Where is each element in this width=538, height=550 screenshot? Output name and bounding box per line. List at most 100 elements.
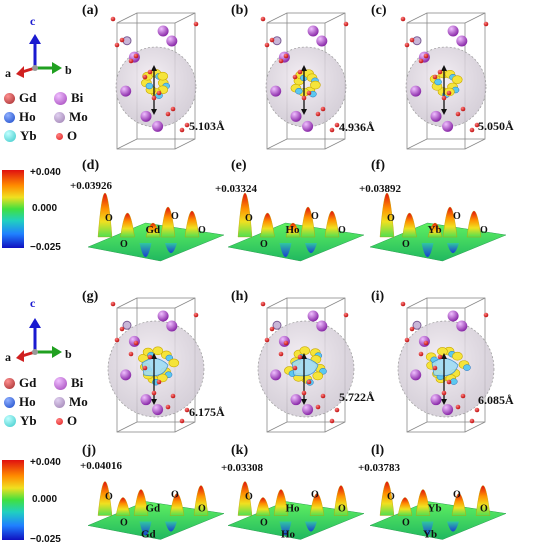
gd-atom-icon (4, 92, 15, 104)
panel-label-i: (i) (371, 289, 385, 304)
oxygen-label: O (387, 213, 395, 224)
colorbar-min: −0.025 (30, 242, 61, 253)
panel-label-a: (a) (82, 3, 99, 18)
distance-b: 4.936Å (339, 120, 375, 134)
oxygen-label: O (480, 225, 488, 236)
colorbar-max: +0.040 (30, 167, 61, 178)
oxygen-label: O (402, 518, 410, 529)
oxygen-label: O (338, 225, 346, 236)
element-label: Yb (428, 503, 442, 515)
legend-ho: Ho (4, 394, 36, 410)
oxygen-label: O (120, 518, 128, 529)
ho-atom-icon (4, 396, 15, 408)
oxygen-label: O (198, 504, 206, 515)
panel-label-j: (j) (82, 443, 96, 458)
crystal-structure (400, 12, 489, 150)
axis-triad-bottom: c a b (0, 292, 90, 382)
colorbar-mid: 0.000 (32, 494, 58, 505)
colorbar-min: −0.025 (30, 534, 61, 545)
axis-arrows (16, 34, 62, 78)
peak-value-l: +0.03783 (358, 462, 401, 474)
element-label: Yb (423, 529, 437, 541)
oxygen-label: O (453, 211, 461, 222)
colorbar-top: +0.040 0.000 −0.025 (0, 165, 75, 255)
oxygen-label: O (311, 211, 319, 222)
charge-density-surface: Yb Yb O O O O (369, 481, 507, 541)
distance-a: 5.103Å (189, 119, 225, 133)
oxygen-label: O (311, 490, 319, 501)
element-label: Ho (281, 529, 296, 541)
peak-value-f: +0.03892 (359, 183, 402, 195)
legend-mo: Mo (54, 109, 88, 125)
charge-density-surface: Gd O O O O (87, 192, 225, 262)
element-label: Ho (286, 503, 301, 515)
ho-atom-icon (4, 111, 15, 123)
oxygen-label: O (245, 492, 253, 503)
yb-atom-icon (4, 415, 16, 427)
oxygen-label: O (387, 492, 395, 503)
charge-density-surface: Ho Ho O O O O (227, 481, 365, 541)
axis-a-label: a (5, 66, 11, 80)
bi-atom-icon (54, 376, 67, 390)
legend-bi: Bi (54, 90, 83, 106)
oxygen-label: O (171, 211, 179, 222)
colorbar-mid: 0.000 (32, 203, 58, 214)
panel-label-b: (b) (231, 3, 249, 18)
oxygen-label: O (171, 490, 179, 501)
panel-label-k: (k) (231, 443, 249, 458)
charge-density-surface: Gd Gd O O O O (87, 481, 225, 541)
crystal-structure (257, 297, 355, 433)
element-label: Gd (146, 224, 161, 236)
colorbar-max: +0.040 (30, 457, 61, 468)
legend-gd: Gd (4, 375, 36, 391)
oxygen-label: O (402, 239, 410, 250)
o-atom-icon (56, 132, 63, 140)
colorbar-gradient (2, 170, 24, 248)
o-atom-icon (56, 417, 63, 425)
axis-arrows (16, 318, 62, 362)
bi-atom-icon (54, 91, 67, 105)
legend-bi: Bi (54, 375, 83, 391)
oxygen-label: O (198, 225, 206, 236)
colorbar-gradient (2, 460, 24, 540)
oxygen-label: O (245, 213, 253, 224)
mo-atom-icon (54, 396, 65, 408)
distance-g: 6.175Å (189, 405, 225, 419)
panel-label-e: (e) (231, 158, 247, 173)
crystal-structure (397, 297, 495, 433)
element-label: Gd (141, 529, 156, 541)
legend-o: O (56, 128, 77, 144)
oxygen-label: O (105, 213, 113, 224)
legend-ho: Ho (4, 109, 36, 125)
yb-atom-icon (4, 130, 16, 142)
crystal-structure (107, 297, 205, 433)
legend-yb: Yb (4, 413, 37, 429)
legend-o: O (56, 413, 77, 429)
distance-i: 6.085Å (478, 393, 514, 407)
axis-c-label: c (30, 296, 36, 310)
oxygen-label: O (105, 492, 113, 503)
distance-c: 5.050Å (478, 119, 514, 133)
element-label: Yb (428, 224, 442, 236)
oxygen-label: O (260, 518, 268, 529)
oxygen-label: O (338, 504, 346, 515)
charge-density-surface: Yb O O O O (369, 192, 507, 262)
legend-gd: Gd (4, 90, 36, 106)
legend-yb: Yb (4, 128, 37, 144)
peak-value-k: +0.03308 (221, 462, 264, 474)
oxygen-label: O (480, 504, 488, 515)
colorbar-bottom: +0.040 0.000 −0.025 (0, 455, 75, 547)
element-label: Ho (286, 224, 301, 236)
charge-density-surface: Ho O O O O (227, 192, 365, 262)
legend-mo: Mo (54, 394, 88, 410)
panel-label-c: (c) (371, 3, 387, 18)
axis-b-label: b (65, 63, 72, 77)
panel-label-g: (g) (82, 289, 99, 304)
oxygen-label: O (260, 239, 268, 250)
peak-value-e: +0.03324 (215, 183, 258, 195)
axis-triad-top: c a b (0, 0, 90, 90)
panel-label-h: (h) (231, 289, 249, 304)
oxygen-label: O (453, 490, 461, 501)
peak-value-j: +0.04016 (80, 460, 123, 472)
axis-b-label: b (65, 347, 72, 361)
